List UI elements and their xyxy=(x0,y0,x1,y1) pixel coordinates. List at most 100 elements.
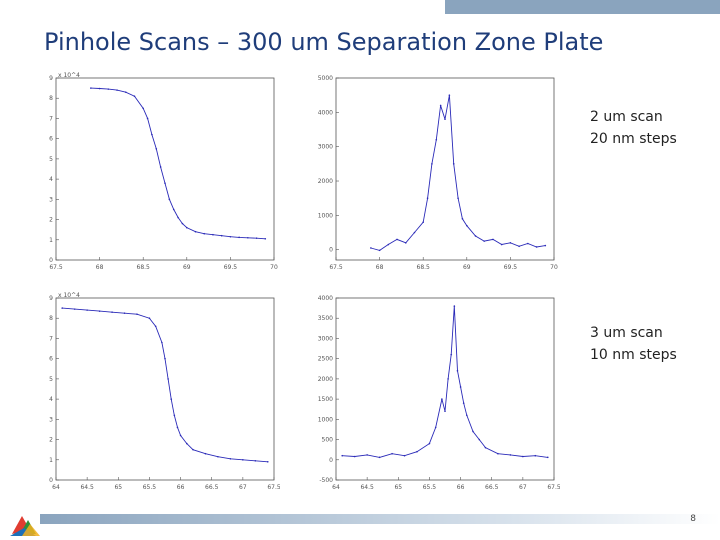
data-point xyxy=(203,232,206,235)
x-tick-label: 69.5 xyxy=(224,264,238,270)
data-point xyxy=(116,89,118,91)
y-tick-label: 3500 xyxy=(318,315,333,322)
data-point xyxy=(535,246,538,248)
data-point xyxy=(478,438,481,441)
x-tick-label: 68.5 xyxy=(417,264,431,270)
y-tick-label: 0 xyxy=(329,247,333,254)
x-tick-label: 67.5 xyxy=(49,264,63,270)
data-point xyxy=(220,234,223,237)
y-tick-label: 3000 xyxy=(318,335,333,342)
y-tick-label: 3000 xyxy=(318,144,333,151)
y-tick-label: 8 xyxy=(49,95,53,102)
data-point xyxy=(136,313,138,315)
data-point xyxy=(444,118,446,121)
data-point xyxy=(366,454,368,456)
y-tick-label: 5 xyxy=(49,156,53,163)
y-tick-label: 5 xyxy=(49,376,53,383)
data-point xyxy=(255,237,258,239)
data-point xyxy=(341,454,344,457)
x-tick-label: 65.5 xyxy=(423,484,437,490)
data-point xyxy=(435,139,438,141)
chart-bottom-right: 64 64.5 65 65.5 66 66.5 67 67.5 4000 3500 3000 2500… xyxy=(318,295,560,490)
exponent-label: x 10^4 xyxy=(58,292,80,299)
data-point xyxy=(155,147,158,150)
y-tick-label: 500 xyxy=(322,437,334,444)
data-point xyxy=(86,309,88,311)
data-point xyxy=(466,414,468,417)
y-tick-label: 3 xyxy=(49,416,53,423)
chart-top-left: 67.5 68 68.5 69 69.5 70 0 1 2 3 4 5 6 7 8 9 x 10^4 xyxy=(49,72,278,270)
x-tick-label: 64.5 xyxy=(360,484,374,490)
data-point xyxy=(396,238,398,241)
data-point xyxy=(124,91,127,93)
data-point xyxy=(123,312,126,314)
data-point xyxy=(370,247,372,249)
scan-note-2-line2: 10 nm steps xyxy=(590,347,677,363)
data-point xyxy=(107,88,110,90)
data-point xyxy=(242,458,244,461)
data-point xyxy=(159,166,162,168)
data-point xyxy=(416,450,418,453)
data-point xyxy=(426,197,429,199)
y-tick-label: 2500 xyxy=(318,356,333,363)
data-point xyxy=(492,238,494,241)
x-tick-label: 64 xyxy=(332,484,340,490)
x-tick-label: 66.5 xyxy=(485,484,499,490)
y-tick-label: 1 xyxy=(49,237,53,244)
y-tick-label: 2 xyxy=(49,217,53,224)
x-tick-label: 67.5 xyxy=(267,484,280,490)
data-point xyxy=(484,446,487,449)
data-point xyxy=(133,95,136,97)
data-point xyxy=(434,426,437,429)
y-tick-label: 2 xyxy=(49,437,53,444)
x-tick-label: 70 xyxy=(270,264,278,270)
x-tick-label: 69 xyxy=(463,264,471,270)
x-tick-label: 65 xyxy=(394,484,402,490)
data-point xyxy=(151,133,153,136)
x-tick-label: 64.5 xyxy=(80,484,94,490)
data-point xyxy=(192,448,194,451)
data-point xyxy=(111,311,113,313)
y-tick-label: 1500 xyxy=(318,396,333,403)
data-point xyxy=(462,402,465,404)
data-point xyxy=(61,307,64,309)
series-line xyxy=(370,95,546,251)
data-point xyxy=(229,457,232,460)
y-tick-label: 6 xyxy=(49,136,53,143)
scan-note-1-line2: 20 nm steps xyxy=(590,131,677,147)
data-point xyxy=(378,249,381,252)
footer-bar xyxy=(10,514,720,536)
data-point xyxy=(466,224,468,227)
data-point xyxy=(204,452,207,455)
data-point xyxy=(247,236,249,239)
data-point xyxy=(170,398,173,400)
data-point xyxy=(413,231,416,234)
data-point xyxy=(90,87,92,89)
exponent-label: x 10^4 xyxy=(58,72,80,79)
x-tick-label: 67 xyxy=(519,484,527,490)
y-tick-label: 4000 xyxy=(318,295,333,302)
x-tick-label: 70 xyxy=(550,264,558,270)
data-point xyxy=(154,325,157,328)
y-tick-label: 8 xyxy=(49,315,53,322)
series-line xyxy=(342,306,548,458)
data-point xyxy=(266,461,269,463)
y-tick-label: 0 xyxy=(49,477,53,484)
data-point xyxy=(459,386,462,388)
data-point xyxy=(167,378,169,380)
x-tick-label: 69.5 xyxy=(504,264,518,270)
data-point xyxy=(173,414,176,417)
x-tick-label: 69 xyxy=(183,264,191,270)
data-point xyxy=(546,456,549,459)
y-tick-label: 0 xyxy=(329,457,333,464)
y-tick-label: 2000 xyxy=(318,178,333,185)
plot-frame xyxy=(55,297,275,481)
data-point xyxy=(500,243,503,246)
x-tick-label: 66.5 xyxy=(205,484,219,490)
x-tick-label: 65.5 xyxy=(143,484,157,490)
data-point xyxy=(73,308,76,310)
data-point xyxy=(353,455,356,458)
data-point xyxy=(431,163,433,165)
y-tick-label: 9 xyxy=(49,75,53,82)
